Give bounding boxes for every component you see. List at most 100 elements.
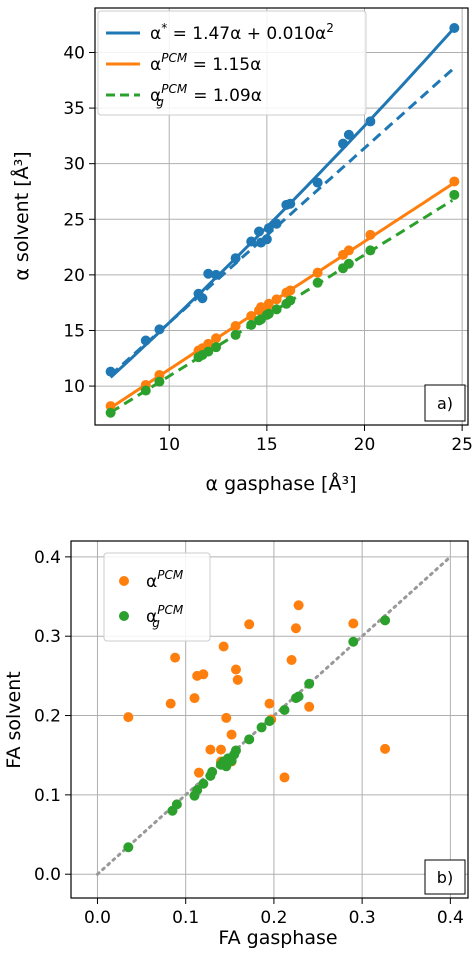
x-tick-label: 15 <box>256 435 278 455</box>
legend-marker-alpha-pcm <box>119 576 129 586</box>
data-point <box>232 674 243 685</box>
y-tick-label: 0.3 <box>34 627 61 647</box>
data-point <box>263 308 274 319</box>
panel-a-frame <box>94 7 469 426</box>
data-point <box>285 285 296 296</box>
data-point <box>246 311 257 322</box>
data-point <box>279 704 290 715</box>
data-point <box>293 691 304 702</box>
legend-label-alpha-star: α* = 1.47α + 0.010α2 <box>150 21 334 44</box>
data-point <box>380 615 391 626</box>
x-tick-label: 0.0 <box>84 908 111 928</box>
panel-a-ticks: 10 15 20 25 10 15 20 25 30 35 40 <box>63 43 473 455</box>
y-tick-label: 10 <box>63 377 85 397</box>
y-tick-label: 15 <box>63 321 85 341</box>
x-tick-label: 25 <box>451 435 473 455</box>
data-point <box>304 678 315 689</box>
data-point <box>343 258 354 269</box>
data-point <box>211 342 222 353</box>
data-point <box>365 229 376 240</box>
data-point <box>244 619 255 630</box>
panel-a-tag-box <box>424 384 466 422</box>
data-point <box>154 376 165 387</box>
panel-b-ylabel: FA solvent <box>3 671 25 768</box>
panel-b-legend-box <box>103 552 211 642</box>
data-point <box>256 722 267 733</box>
y-tick-label: 40 <box>63 43 85 63</box>
panel-a-points <box>105 23 460 418</box>
data-point <box>140 385 151 396</box>
panel-a-legend-box <box>97 10 367 116</box>
data-point <box>271 304 282 315</box>
fit-line <box>109 29 454 379</box>
data-point <box>264 716 275 727</box>
data-point <box>123 842 134 853</box>
data-point <box>246 236 257 247</box>
y-tick-label: 30 <box>63 155 85 175</box>
data-point <box>221 712 232 723</box>
data-point <box>246 319 257 330</box>
y-tick-label: 20 <box>63 266 85 286</box>
data-point <box>286 655 297 665</box>
panel-b-tag: b) <box>437 868 453 887</box>
data-point <box>105 366 116 377</box>
data-point <box>285 295 296 306</box>
panel-b-ticks: 0.0 0.1 0.2 0.3 0.4 0.0 0.1 0.2 0.3 0.4 <box>34 548 464 928</box>
data-point <box>230 253 241 264</box>
panel-b: 0.0 0.1 0.2 0.3 0.4 0.0 0.1 0.2 0.3 0.4 FA solven… <box>3 540 469 949</box>
data-point <box>312 177 323 188</box>
fit-line <box>109 199 454 414</box>
y-tick-label: 35 <box>63 99 85 119</box>
data-point <box>165 698 176 709</box>
panel-a: 10 15 20 25 10 15 20 25 30 35 40 α solvent [Å³] α … <box>10 7 473 495</box>
data-point <box>189 693 200 704</box>
data-point <box>312 277 323 288</box>
data-point <box>193 767 204 778</box>
y-tick-label: 0.2 <box>34 707 61 727</box>
data-point <box>244 734 255 745</box>
data-point <box>230 329 241 340</box>
y-tick-label: 0.0 <box>34 865 61 885</box>
data-point <box>304 701 315 712</box>
fit-line <box>109 68 454 377</box>
x-tick-label: 10 <box>158 435 180 455</box>
fit-line <box>109 182 454 410</box>
y-tick-label: 25 <box>63 210 85 230</box>
data-point <box>365 116 376 127</box>
data-point <box>203 268 214 279</box>
data-point <box>449 176 460 187</box>
y-tick-label: 0.1 <box>34 786 61 806</box>
data-point <box>198 669 209 680</box>
x-tick-label: 0.2 <box>260 908 287 928</box>
data-point <box>230 664 241 675</box>
data-point <box>279 772 290 783</box>
panel-a-ylabel: α solvent [Å³] <box>10 151 33 280</box>
data-point <box>271 294 282 305</box>
x-tick-label: 0.3 <box>349 908 376 928</box>
data-point <box>365 245 376 256</box>
data-point <box>171 799 182 810</box>
data-point <box>207 766 218 777</box>
data-point <box>338 138 349 149</box>
data-point <box>218 641 229 652</box>
data-point <box>211 269 222 280</box>
data-point <box>192 785 203 796</box>
panel-a-xlabel: α gasphase [Å³] <box>206 472 357 495</box>
data-point <box>230 321 241 332</box>
data-point <box>271 218 282 229</box>
data-point <box>205 744 216 755</box>
data-point <box>203 338 214 349</box>
data-point <box>211 333 222 344</box>
data-point <box>293 600 304 611</box>
data-point <box>215 744 226 755</box>
data-point <box>198 778 209 789</box>
data-point <box>449 189 460 200</box>
legend-marker-alpha-g-pcm <box>119 611 129 621</box>
data-point <box>264 698 275 709</box>
panel-b-tag-box <box>424 859 466 895</box>
data-point <box>203 346 214 357</box>
data-point <box>226 729 237 740</box>
data-point <box>123 712 134 723</box>
x-tick-label: 0.1 <box>172 908 199 928</box>
